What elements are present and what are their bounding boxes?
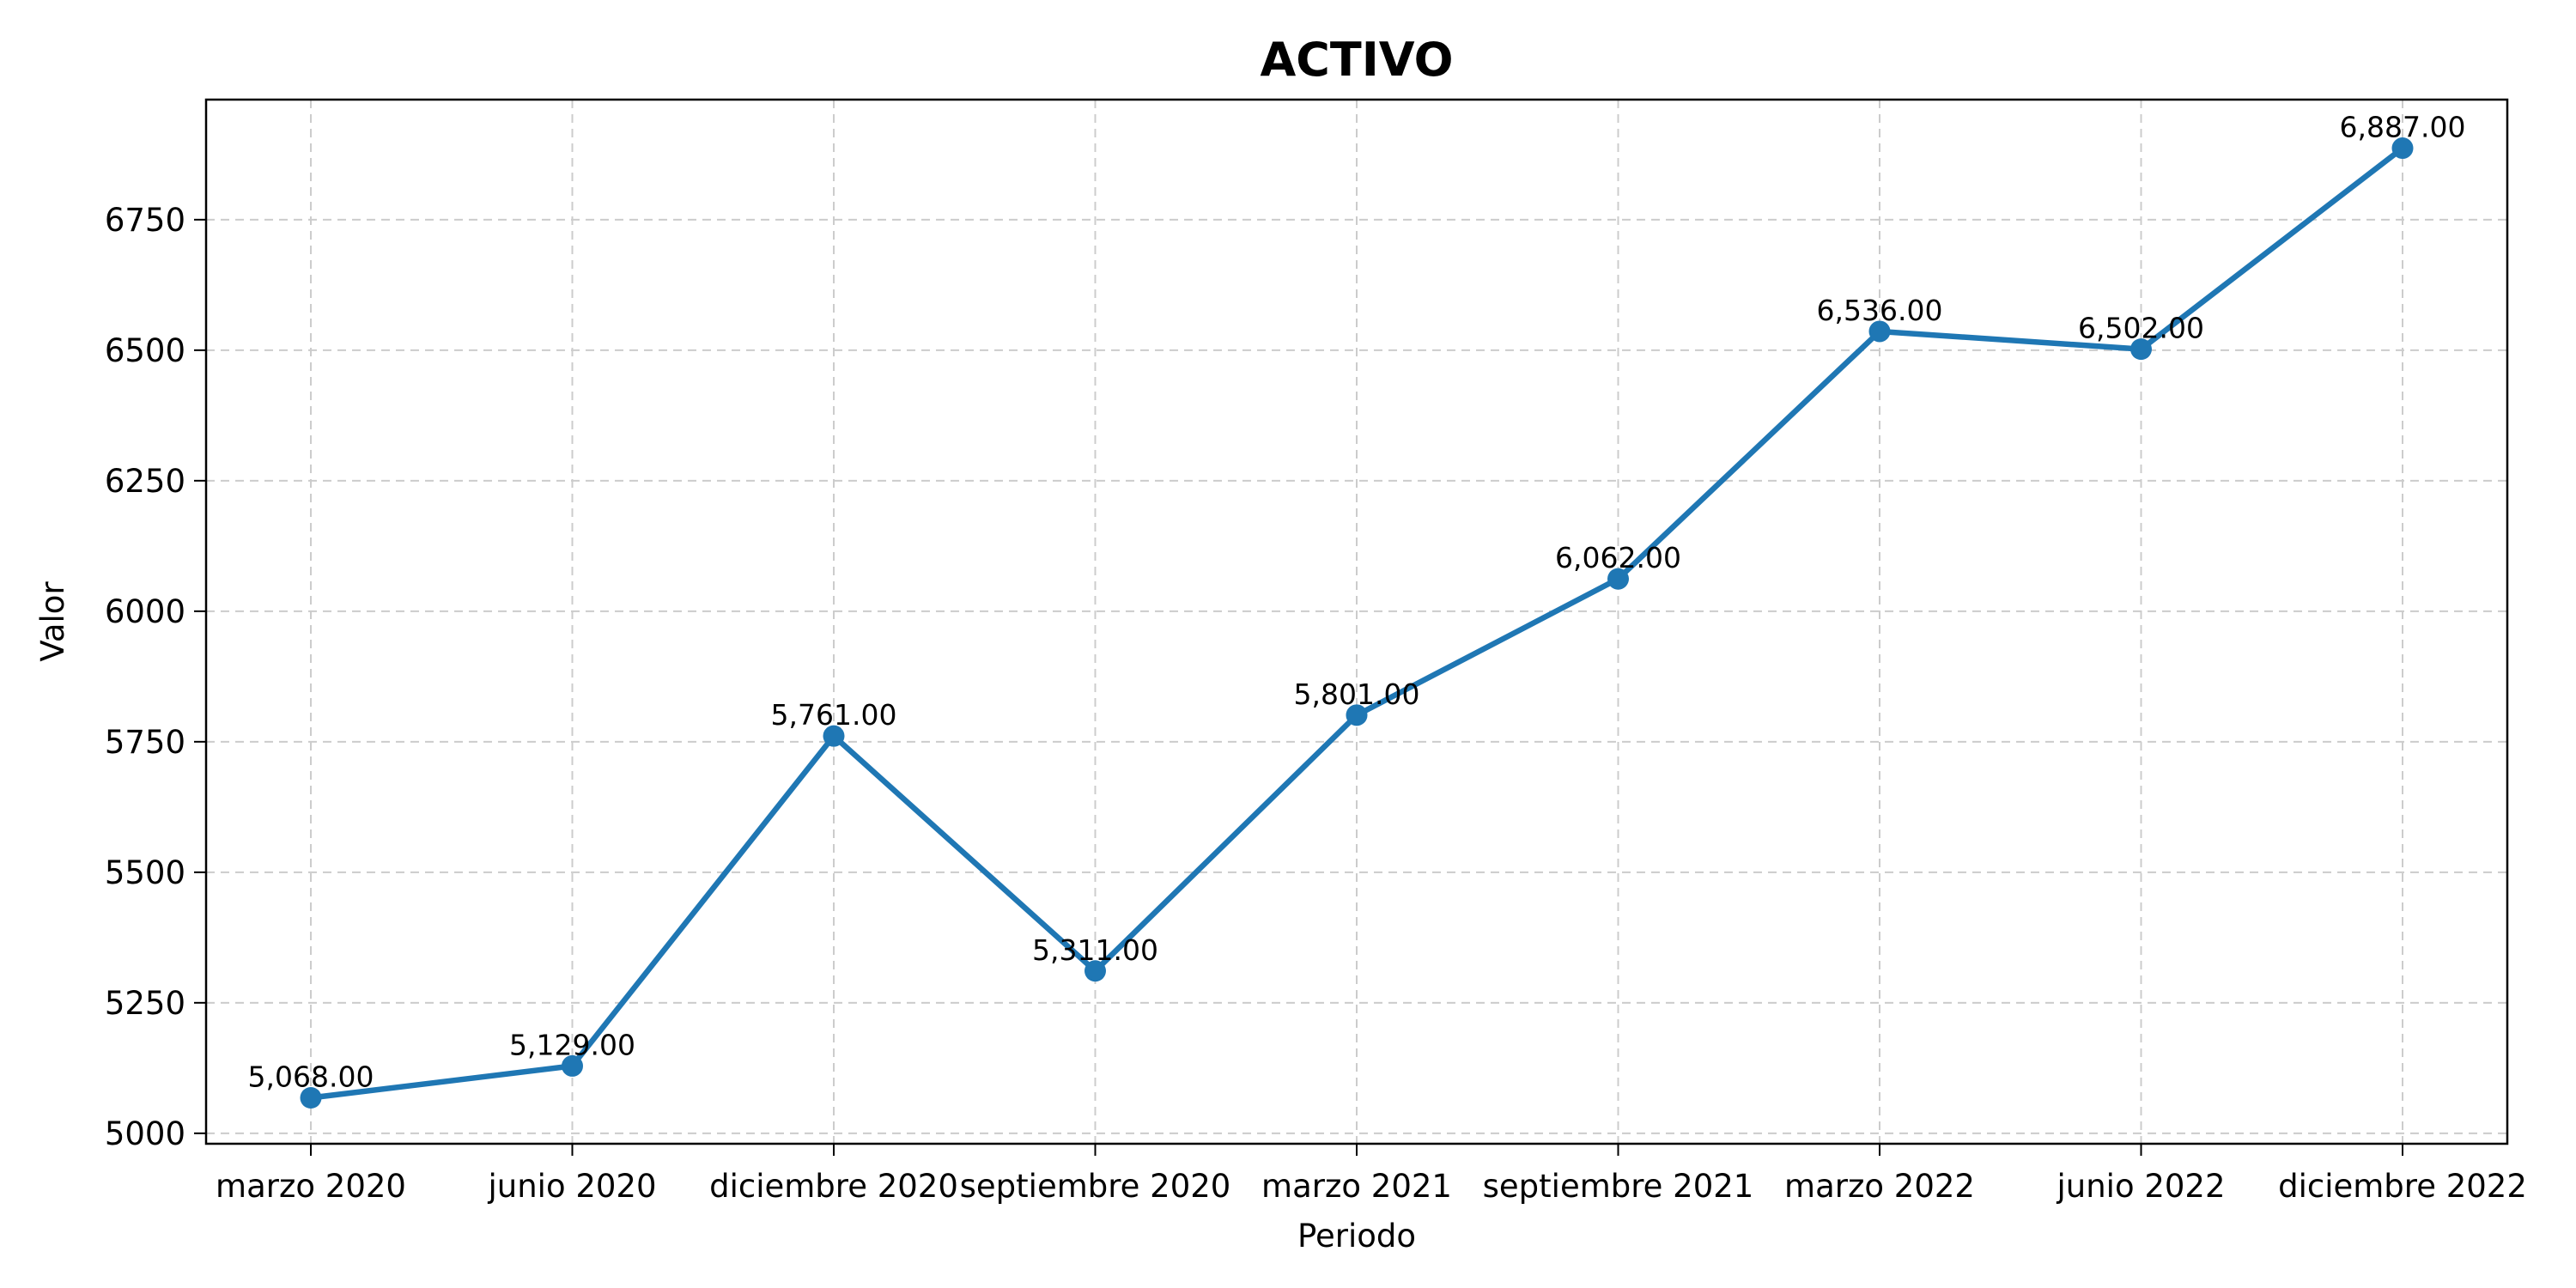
data-point	[2391, 137, 2414, 160]
data-label: 5,761.00	[771, 698, 897, 732]
x-axis-label: Periodo	[1297, 1218, 1416, 1255]
x-tick-label: septiembre 2021	[1483, 1168, 1754, 1205]
y-tick-label: 6750	[105, 202, 185, 239]
data-label: 5,068.00	[248, 1060, 374, 1093]
data-point	[300, 1086, 322, 1109]
y-tick-label: 6000	[105, 593, 185, 630]
x-tick-label: diciembre 2022	[2278, 1168, 2527, 1205]
x-tick-label: junio 2020	[487, 1168, 656, 1205]
data-label: 6,502.00	[2078, 312, 2204, 345]
data-label: 5,129.00	[509, 1028, 635, 1061]
y-tick-label: 6500	[105, 332, 185, 369]
x-tick-label: marzo 2022	[1784, 1168, 1975, 1205]
y-axis-label: Valor	[34, 581, 71, 662]
y-tick-label: 6250	[105, 463, 185, 500]
data-label: 6,536.00	[1817, 294, 1943, 327]
data-point	[1084, 960, 1106, 982]
data-point	[1868, 320, 1891, 343]
y-tick-label: 5750	[105, 724, 185, 761]
data-label: 5,311.00	[1032, 933, 1158, 967]
y-tick-label: 5500	[105, 854, 185, 891]
x-tick-label: marzo 2020	[216, 1168, 406, 1205]
x-tick-label: diciembre 2020	[709, 1168, 958, 1205]
data-label-layer: 5,068.00 5,129.00 5,761.00 5,311.00 5,801.00…	[248, 111, 2466, 1094]
x-tick-label: marzo 2021	[1261, 1168, 1452, 1205]
y-tick-label: 5000	[105, 1115, 185, 1152]
chart-title: ACTIVO	[1260, 33, 1453, 87]
data-point	[2130, 338, 2152, 361]
data-point	[562, 1054, 583, 1077]
data-point	[1607, 568, 1629, 590]
x-tick-label: septiembre 2020	[960, 1168, 1231, 1205]
x-axis-ticks: marzo 2020 junio 2020 diciembre 2020 septie…	[216, 1144, 2527, 1205]
data-label: 5,801.00	[1294, 677, 1420, 711]
series-layer	[300, 137, 2414, 1109]
x-tick-label: junio 2022	[2056, 1168, 2225, 1205]
data-label: 6,062.00	[1555, 541, 1681, 574]
data-point	[823, 725, 845, 747]
y-axis-ticks: 5000 5250 5500 5750 6000 6250 6500 6750	[105, 202, 206, 1152]
y-tick-label: 5250	[105, 985, 185, 1022]
data-point	[1346, 704, 1368, 726]
data-label: 6,887.00	[2340, 111, 2466, 144]
